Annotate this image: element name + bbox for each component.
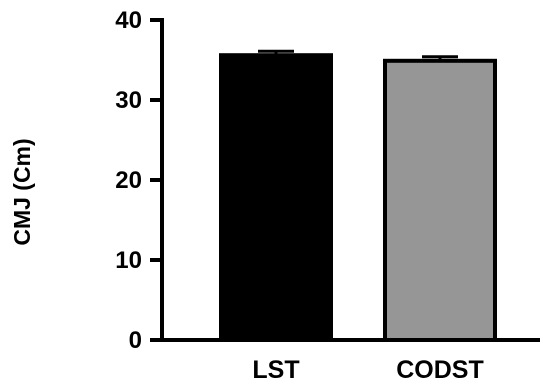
y-tick-label: 0 (129, 327, 142, 354)
error-bars-group (258, 49, 458, 61)
bar-lst (219, 53, 333, 342)
x-tick-labels-group: LST CODST (252, 356, 483, 384)
y-axis-title-group: CMJ (Cm) (9, 138, 35, 245)
y-tick-label: 40 (115, 7, 142, 34)
y-axis-title: CMJ (Cm) (9, 138, 35, 245)
y-ticks-group: 0 10 20 30 40 (115, 7, 162, 354)
x-tick-label-lst: LST (252, 356, 299, 384)
y-tick-label: 10 (115, 247, 142, 274)
x-tick-label-codst: CODST (396, 356, 484, 384)
bars-group (219, 53, 497, 343)
y-tick-label: 30 (115, 87, 142, 114)
bar-codst (383, 58, 497, 343)
y-tick-label: 20 (115, 167, 142, 194)
